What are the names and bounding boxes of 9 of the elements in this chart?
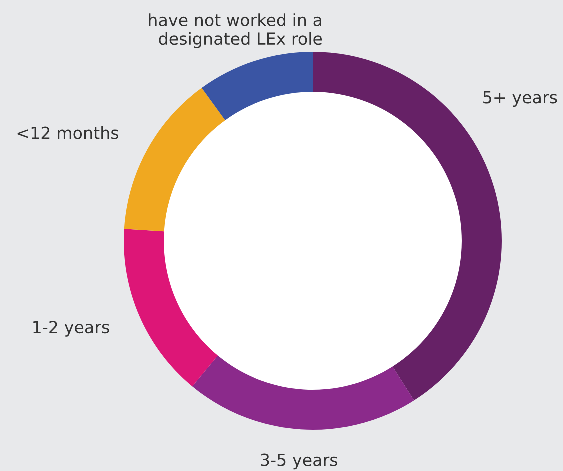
slice-label: <12 months bbox=[18, 126, 119, 140]
slice-label: 3-5 years bbox=[261, 454, 338, 470]
donut-slice bbox=[202, 52, 313, 120]
donut-slice bbox=[124, 229, 218, 387]
slice-label: 5+ years bbox=[484, 91, 558, 108]
slice-label: 1-2 years bbox=[34, 321, 110, 337]
donut-slice bbox=[192, 356, 414, 430]
donut-slice bbox=[124, 88, 226, 232]
slice-label: have not worked in a designated LEx role bbox=[149, 14, 322, 48]
